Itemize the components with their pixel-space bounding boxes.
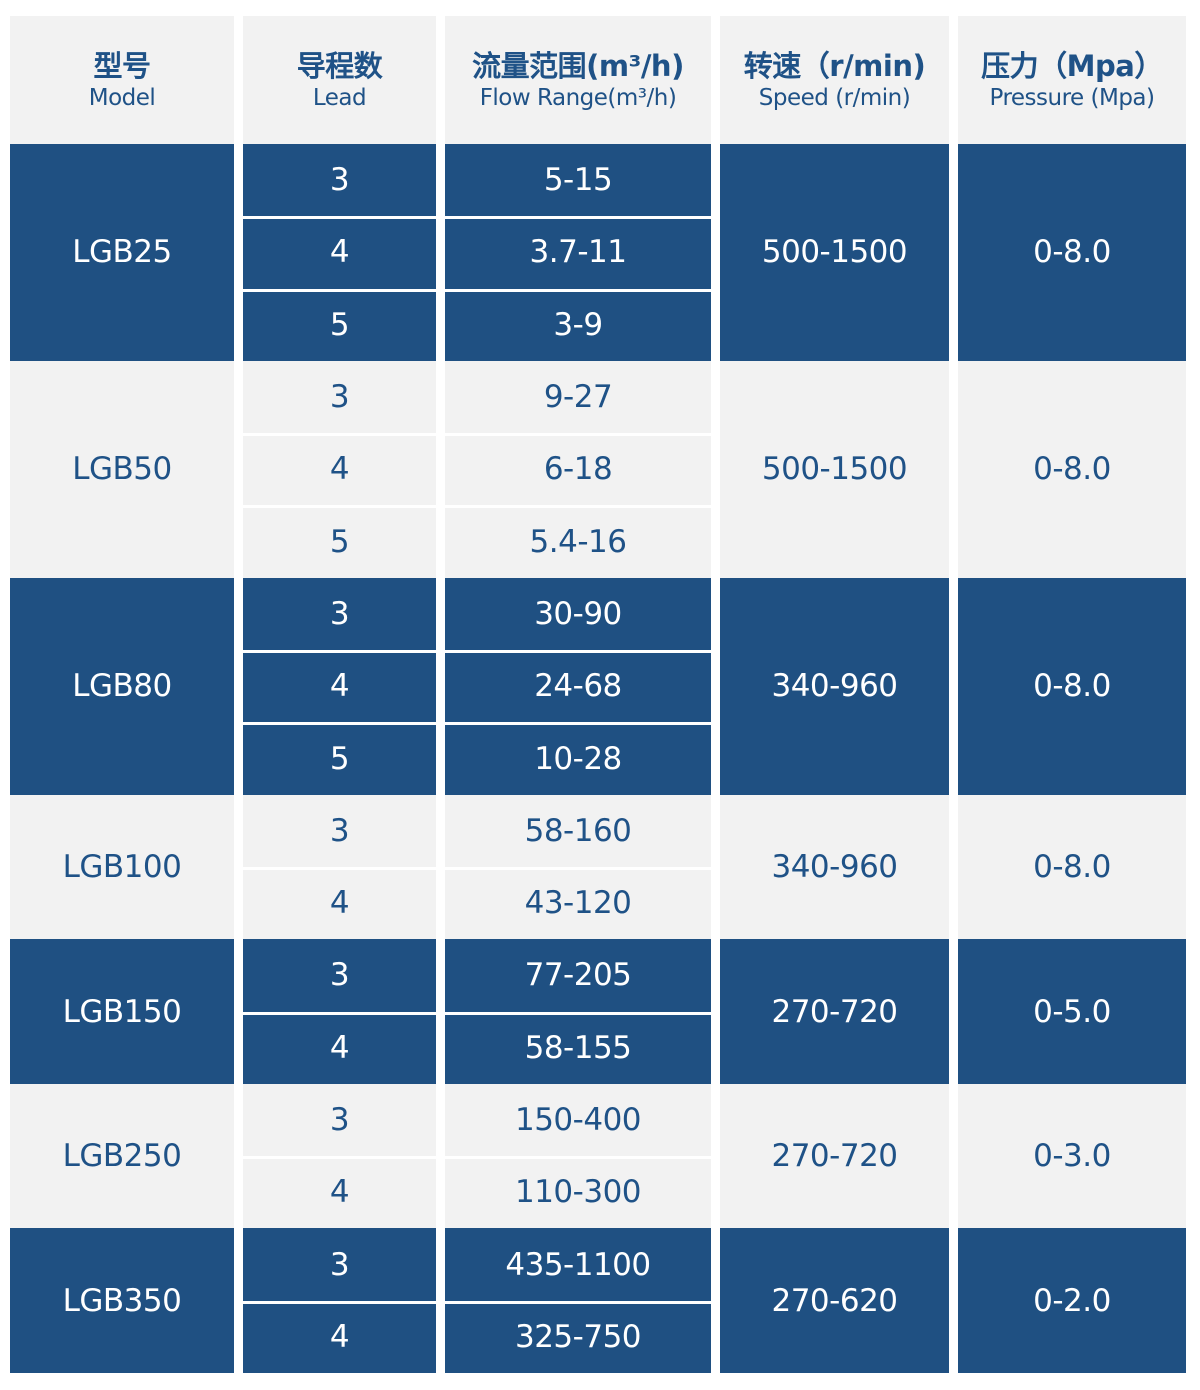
model-cell: LGB25 <box>10 144 234 361</box>
pressure-cell: 0-8.0 <box>958 794 1186 940</box>
lead-cell: 5 <box>243 288 436 361</box>
speed-cell: 340-960 <box>720 577 949 795</box>
lead-cell: 4 <box>243 433 436 506</box>
pressure-cell: 0-8.0 <box>958 144 1186 361</box>
lead-cell: 3 <box>243 577 436 651</box>
flow-cell: 110-300 <box>445 1156 711 1229</box>
lead-cell: 3 <box>243 939 436 1012</box>
speed-cell: 270-720 <box>720 939 949 1084</box>
flow-cell: 5.4-16 <box>445 505 711 578</box>
header-flow: 流量范围(m³/h) Flow Range(m³/h) <box>445 16 711 144</box>
flow-cell: 30-90 <box>445 577 711 651</box>
model-cell: LGB350 <box>10 1228 234 1374</box>
pressure-cell: 0-5.0 <box>958 939 1186 1084</box>
model-cell: LGB250 <box>10 1083 234 1229</box>
lead-cell: 3 <box>243 360 436 434</box>
header-flow-en: Flow Range(m³/h) <box>479 84 677 111</box>
lead-cell: 3 <box>243 144 436 217</box>
lead-cell: 4 <box>243 650 436 723</box>
model-cell: LGB150 <box>10 939 234 1084</box>
lead-cell: 4 <box>243 216 436 289</box>
flow-cell: 58-155 <box>445 1011 711 1084</box>
lead-cell: 4 <box>243 866 436 940</box>
header-flow-cn: 流量范围(m³/h) <box>472 48 684 83</box>
flow-cell: 43-120 <box>445 866 711 940</box>
speed-cell: 500-1500 <box>720 144 949 361</box>
flow-cell: 77-205 <box>445 939 711 1012</box>
lead-cell: 3 <box>243 1228 436 1301</box>
header-lead-cn: 导程数 <box>296 48 383 83</box>
lead-cell: 5 <box>243 505 436 578</box>
spec-table: 型号 Model 导程数 Lead 流量范围(m³/h) Flow Range(… <box>10 16 1186 1374</box>
flow-cell: 435-1100 <box>445 1228 711 1301</box>
flow-cell: 58-160 <box>445 794 711 867</box>
model-cell: LGB100 <box>10 794 234 940</box>
header-speed-cn: 转速（r/min) <box>743 48 926 83</box>
flow-cell: 3.7-11 <box>445 216 711 289</box>
header-lead-en: Lead <box>312 84 367 111</box>
header-model-en: Model <box>88 84 156 111</box>
header-speed: 转速（r/min) Speed (r/min) <box>720 16 949 144</box>
pressure-cell: 0-8.0 <box>958 360 1186 578</box>
pressure-cell: 0-2.0 <box>958 1228 1186 1374</box>
header-model: 型号 Model <box>10 16 234 144</box>
header-pressure: 压力（Mpa） Pressure (Mpa) <box>958 16 1186 144</box>
flow-cell: 10-28 <box>445 722 711 795</box>
lead-cell: 4 <box>243 1011 436 1084</box>
header-model-cn: 型号 <box>93 48 151 83</box>
speed-cell: 500-1500 <box>720 360 949 578</box>
header-pressure-cn: 压力（Mpa） <box>981 48 1163 83</box>
flow-cell: 24-68 <box>445 650 711 723</box>
flow-cell: 6-18 <box>445 433 711 506</box>
lead-cell: 3 <box>243 794 436 867</box>
pressure-cell: 0-8.0 <box>958 577 1186 795</box>
lead-cell: 4 <box>243 1300 436 1374</box>
speed-cell: 270-620 <box>720 1228 949 1374</box>
lead-cell: 5 <box>243 722 436 795</box>
lead-cell: 4 <box>243 1156 436 1229</box>
speed-cell: 270-720 <box>720 1083 949 1229</box>
header-speed-en: Speed (r/min) <box>758 84 911 111</box>
flow-cell: 9-27 <box>445 360 711 434</box>
pressure-cell: 0-3.0 <box>958 1083 1186 1229</box>
flow-cell: 5-15 <box>445 144 711 217</box>
flow-cell: 150-400 <box>445 1083 711 1157</box>
speed-cell: 340-960 <box>720 794 949 940</box>
flow-cell: 3-9 <box>445 288 711 361</box>
flow-cell: 325-750 <box>445 1300 711 1374</box>
header-pressure-en: Pressure (Mpa) <box>989 84 1155 111</box>
model-cell: LGB80 <box>10 577 234 795</box>
lead-cell: 3 <box>243 1083 436 1157</box>
header-lead: 导程数 Lead <box>243 16 436 144</box>
model-cell: LGB50 <box>10 360 234 578</box>
